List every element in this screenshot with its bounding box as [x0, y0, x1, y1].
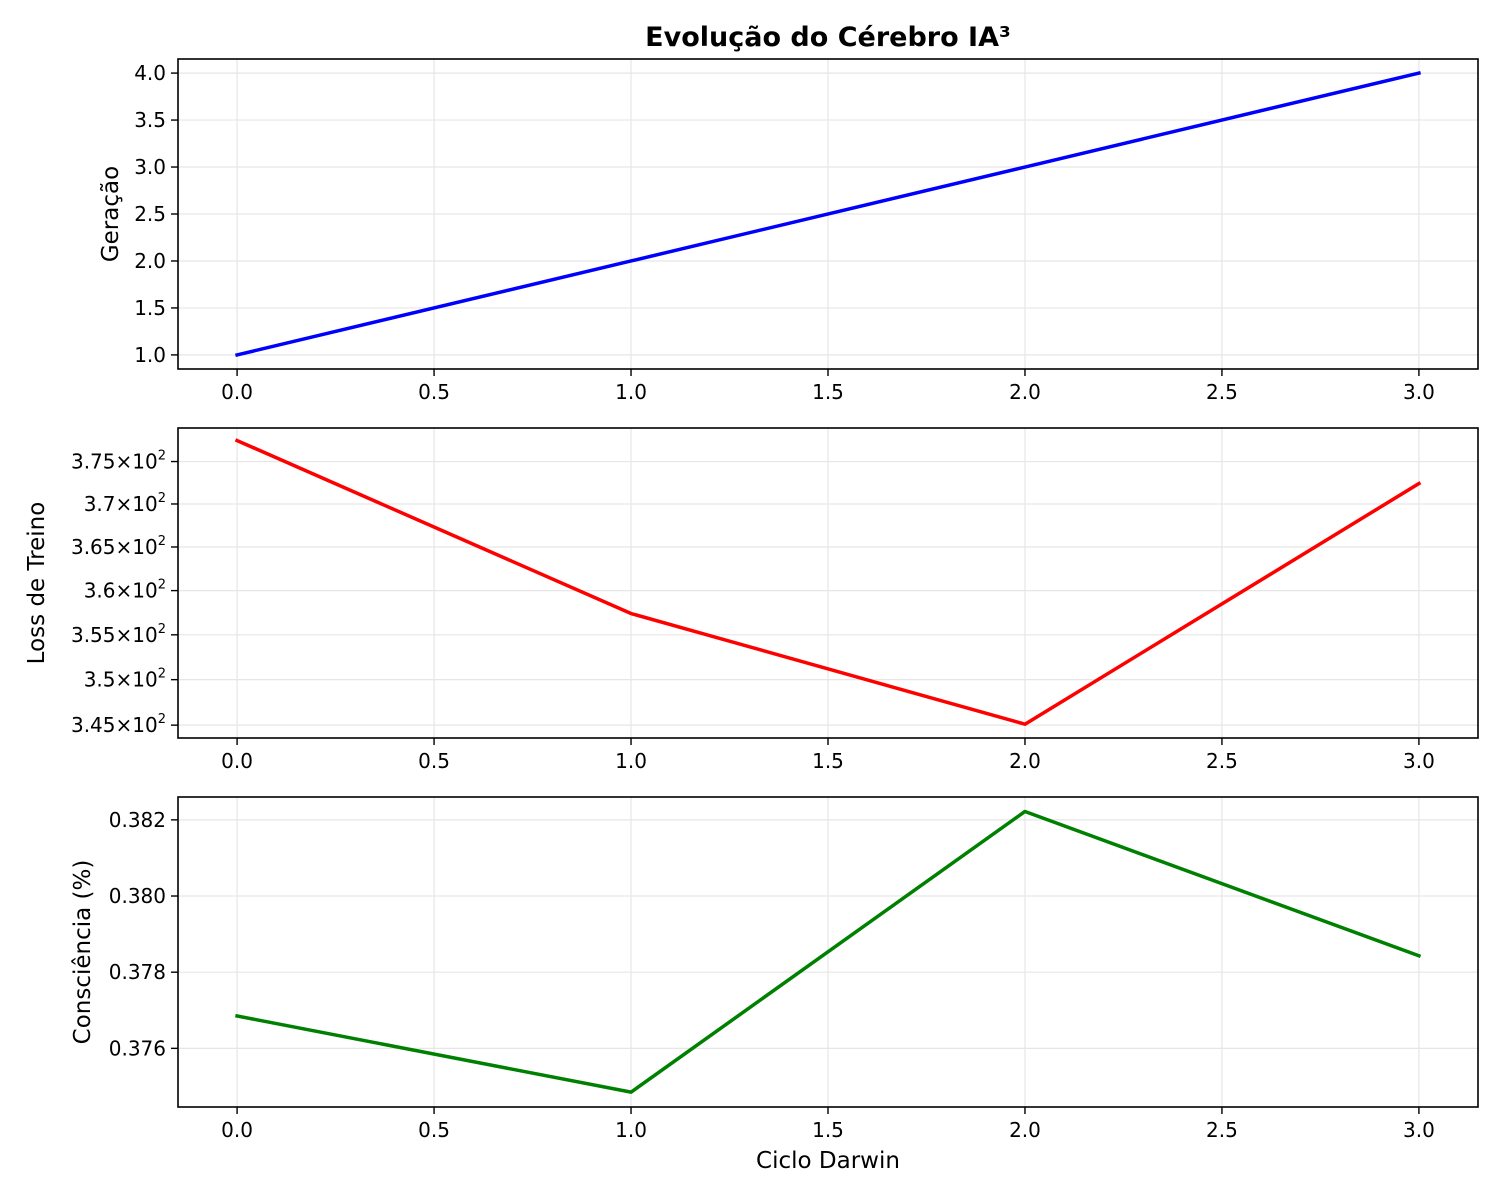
- y-tick-label: 2.5: [134, 202, 166, 226]
- y-axis-label-consciencia: Consciência (%): [70, 860, 96, 1045]
- series-line-consciencia: [235, 809, 1422, 1094]
- panel-consciencia: Consciência (%) 0.0 0.5 1.0 1.5 2.0 2.5 3.0 0.3…: [70, 796, 1479, 1142]
- x-tick-label: 1.0: [615, 1118, 647, 1142]
- x-tick-label: 1.5: [812, 380, 844, 404]
- y-axis-label-geracao: Geração: [98, 166, 124, 262]
- panel-loss: Loss de Treino 0.0 0.5 1.0 1.5 2.0 2.5 3.0 3.45…: [24, 427, 1479, 773]
- y-tick-label: 3.0: [134, 155, 166, 179]
- x-tick-label: 0.0: [221, 380, 253, 404]
- series-line-geracao: [234, 70, 1422, 358]
- y-tick-label: 2.0: [134, 249, 166, 273]
- x-tick-label: 3.0: [1403, 749, 1435, 773]
- y-tick-label: 3.5×102: [84, 667, 166, 692]
- y-tick-label: 3.45×102: [71, 712, 166, 737]
- series-line-loss: [234, 438, 1422, 726]
- figure-title: Evolução do Cérebro IA³: [645, 22, 1011, 53]
- y-tick-label: 1.5: [134, 296, 166, 320]
- panel-geracao: Geração 0.0 0.5 1.0 1.5 2.0 2.5 3.0 1.0 1.5 2.0 2.…: [98, 58, 1479, 404]
- x-tick-label: 2.0: [1009, 1118, 1041, 1142]
- x-tick-label: 1.5: [812, 1118, 844, 1142]
- y-tick-label: 3.7×102: [84, 491, 166, 516]
- y-tick-label: 0.382: [109, 808, 166, 832]
- x-tick-label: 0.5: [418, 380, 450, 404]
- x-tick-label: 1.5: [812, 749, 844, 773]
- y-tick-label: 4.0: [134, 61, 166, 85]
- x-tick-label: 1.0: [615, 380, 647, 404]
- y-tick-label: 3.6×102: [84, 578, 166, 603]
- y-tick-label: 0.376: [109, 1036, 166, 1060]
- x-tick-label: 3.0: [1403, 1118, 1435, 1142]
- x-tick-label: 2.0: [1009, 749, 1041, 773]
- x-tick-label: 0.0: [221, 749, 253, 773]
- x-tick-label: 2.5: [1206, 749, 1238, 773]
- y-tick-label: 0.380: [109, 884, 166, 908]
- x-tick-label: 0.5: [418, 1118, 450, 1142]
- y-tick-label: 3.5: [134, 108, 166, 132]
- x-tick-label: 2.5: [1206, 380, 1238, 404]
- x-axis-label: Ciclo Darwin: [756, 1148, 900, 1174]
- y-tick-label: 3.55×102: [71, 622, 166, 647]
- y-axis-label-loss: Loss de Treino: [24, 502, 50, 665]
- x-tick-label: 0.0: [221, 1118, 253, 1142]
- x-tick-label: 1.0: [615, 749, 647, 773]
- y-tick-label: 1.0: [134, 343, 166, 367]
- y-tick-label: 3.75×102: [71, 449, 166, 474]
- x-tick-label: 3.0: [1403, 380, 1435, 404]
- x-tick-label: 2.5: [1206, 1118, 1238, 1142]
- x-tick-label: 0.5: [418, 749, 450, 773]
- y-tick-label: 3.65×102: [71, 534, 166, 559]
- x-tick-label: 2.0: [1009, 380, 1041, 404]
- y-tick-label: 0.378: [109, 960, 166, 984]
